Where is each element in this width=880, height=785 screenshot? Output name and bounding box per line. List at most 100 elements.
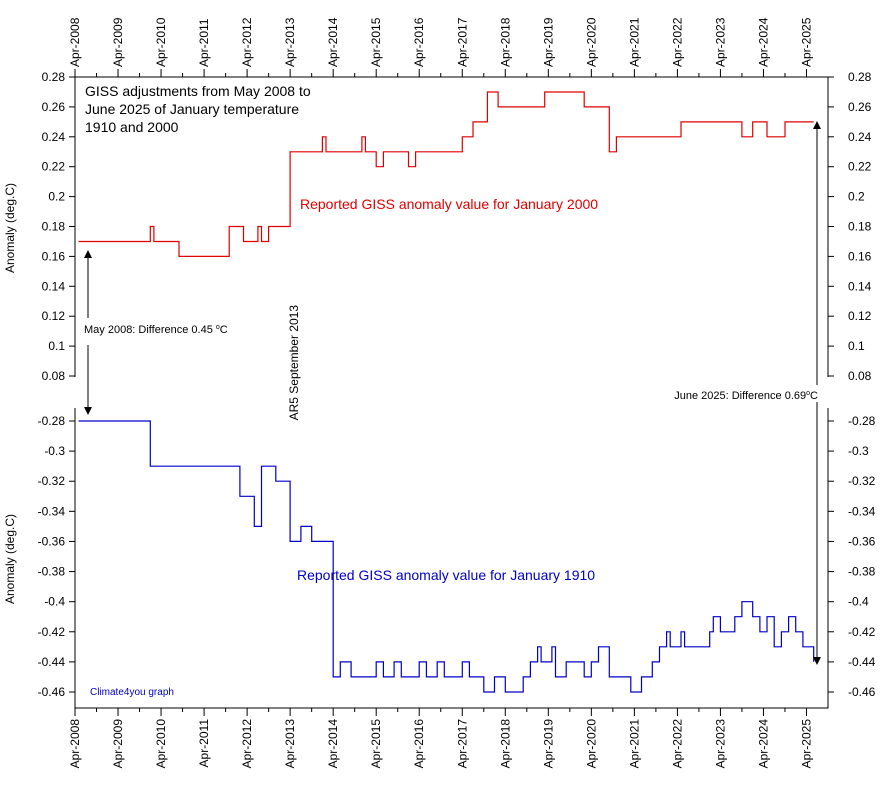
x-tick-label-top: Apr-2020	[584, 17, 598, 67]
x-tick-label-top: Apr-2025	[799, 17, 813, 67]
y-tick-label-right: -0.46	[848, 685, 876, 699]
y-tick-label-left: -0.3	[44, 444, 65, 458]
y-tick-label-right: 0.16	[848, 249, 872, 263]
difference-right-unit: C	[810, 390, 818, 402]
x-tick-label-bottom: Apr-2018	[498, 719, 512, 769]
axis-ticks: Apr-2008 Apr-2008 Apr-2009 Apr-2009 Apr-2010…	[38, 17, 876, 768]
x-tick-label-top: Apr-2011	[197, 18, 211, 67]
y-axis-label-bottom: Anomaly (deg.C)	[3, 514, 17, 604]
y-tick-label-left: -0.46	[38, 685, 66, 699]
x-tick-label-top: Apr-2023	[713, 17, 727, 67]
y-axis-label-top: Anomaly (deg.C)	[3, 183, 17, 273]
x-tick-label-bottom: Apr-2023	[713, 719, 727, 769]
y-tick-label-right: 0.26	[848, 100, 872, 114]
difference-right-degree: o	[806, 390, 810, 397]
y-tick-label-left: 0.16	[42, 249, 66, 263]
x-tick-label-bottom: Apr-2021	[627, 719, 641, 769]
y-tick-label-left: 0.24	[42, 130, 66, 144]
x-tick-label-bottom: Apr-2011	[197, 719, 211, 768]
difference-left-degree: o	[216, 324, 220, 331]
x-tick-label-top: Apr-2022	[670, 17, 684, 67]
x-tick-label-top: Apr-2019	[541, 17, 555, 67]
x-tick-label-bottom: Apr-2025	[799, 719, 813, 769]
y-tick-label-left: -0.42	[38, 625, 66, 639]
y-tick-label-left: -0.38	[38, 565, 66, 579]
difference-right-label: June 2025: Difference 0.69oC	[674, 390, 818, 402]
y-tick-label-left: -0.32	[38, 474, 66, 488]
y-tick-label-right: 0.14	[848, 279, 872, 293]
y-tick-label-right: -0.34	[848, 504, 876, 518]
chart-title-line: GISS adjustments from May 2008 to	[85, 83, 311, 99]
plot-frame	[73, 76, 830, 709]
credit-label: Climate4you graph	[90, 687, 174, 698]
y-tick-label-right: 0.2	[848, 190, 865, 204]
y-tick-label-left: -0.4	[44, 595, 65, 609]
chart-title: GISS adjustments from May 2008 to June 2…	[85, 83, 311, 135]
y-tick-label-right: -0.38	[848, 565, 876, 579]
y-tick-label-right: 0.1	[848, 339, 865, 353]
y-tick-label-right: -0.28	[848, 414, 876, 428]
y-tick-label-right: 0.22	[848, 160, 872, 174]
x-tick-label-top: Apr-2016	[412, 17, 426, 67]
series-line-jan1910	[78, 420, 815, 693]
x-tick-label-top: Apr-2015	[369, 17, 383, 67]
y-tick-label-left: -0.34	[38, 504, 66, 518]
y-tick-label-left: 0.08	[42, 369, 66, 383]
x-tick-label-bottom: Apr-2024	[756, 719, 770, 769]
difference-right-text: June 2025: Difference 0.69	[674, 390, 806, 402]
y-tick-label-right: -0.32	[848, 474, 876, 488]
x-tick-label-top: Apr-2021	[627, 17, 641, 67]
y-tick-label-left: -0.44	[38, 655, 66, 669]
y-tick-label-left: 0.22	[42, 160, 66, 174]
y-tick-label-right: -0.44	[848, 655, 876, 669]
x-tick-label-top: Apr-2017	[455, 17, 469, 67]
x-tick-label-bottom: Apr-2019	[541, 719, 555, 769]
difference-left: May 2008: Difference 0.45 oC	[84, 250, 228, 415]
y-tick-label-right: 0.28	[848, 70, 872, 84]
annotation-jan2000: Reported GISS anomaly value for January …	[300, 196, 598, 212]
x-tick-label-bottom: Apr-2015	[369, 719, 383, 769]
y-tick-label-left: 0.14	[42, 279, 66, 293]
x-tick-label-top: Apr-2010	[154, 17, 168, 67]
difference-left-text: May 2008: Difference 0.45	[84, 324, 216, 336]
x-tick-label-bottom: Apr-2014	[326, 719, 340, 769]
x-tick-label-bottom: Apr-2009	[111, 719, 125, 769]
difference-left-label: May 2008: Difference 0.45 oC	[84, 324, 228, 336]
x-tick-label-bottom: Apr-2012	[240, 719, 254, 769]
x-tick-label-bottom: Apr-2010	[154, 719, 168, 769]
y-tick-label-right: -0.4	[848, 595, 869, 609]
chart-title-line: 1910 and 2000	[85, 119, 179, 135]
y-tick-label-right: -0.3	[848, 444, 869, 458]
x-tick-label-top: Apr-2008	[68, 17, 82, 67]
y-tick-label-left: 0.26	[42, 100, 66, 114]
x-tick-label-bottom: Apr-2022	[670, 719, 684, 769]
y-tick-label-left: 0.12	[42, 309, 66, 323]
x-tick-label-bottom: Apr-2017	[455, 719, 469, 769]
x-tick-label-top: Apr-2013	[283, 17, 297, 67]
series-line-jan2000	[78, 91, 814, 257]
x-tick-label-top: Apr-2009	[111, 17, 125, 67]
x-tick-label-bottom: Apr-2016	[412, 719, 426, 769]
series-lines	[78, 91, 815, 693]
y-tick-label-right: -0.42	[848, 625, 876, 639]
x-tick-label-top: Apr-2024	[756, 17, 770, 67]
y-tick-label-right: 0.24	[848, 130, 872, 144]
y-tick-label-left: 0.18	[42, 220, 66, 234]
x-tick-label-top: Apr-2012	[240, 17, 254, 67]
y-tick-label-right: -0.36	[848, 534, 876, 548]
x-tick-label-bottom: Apr-2013	[283, 719, 297, 769]
annotation-jan1910: Reported GISS anomaly value for January …	[297, 567, 595, 583]
y-tick-label-right: 0.08	[848, 369, 872, 383]
y-tick-label-left: 0.28	[42, 70, 66, 84]
difference-right: June 2025: Difference 0.69oC	[674, 121, 821, 665]
ar5-event-label: AR5 September 2013	[287, 305, 301, 421]
y-tick-label-left: -0.28	[38, 414, 66, 428]
difference-left-unit: C	[220, 324, 228, 336]
x-tick-label-bottom: Apr-2020	[584, 719, 598, 769]
x-tick-label-top: Apr-2018	[498, 17, 512, 67]
x-tick-label-top: Apr-2014	[326, 17, 340, 67]
y-tick-label-left: 0.2	[48, 190, 65, 204]
y-tick-label-left: 0.1	[48, 339, 65, 353]
y-tick-label-right: 0.12	[848, 309, 872, 323]
